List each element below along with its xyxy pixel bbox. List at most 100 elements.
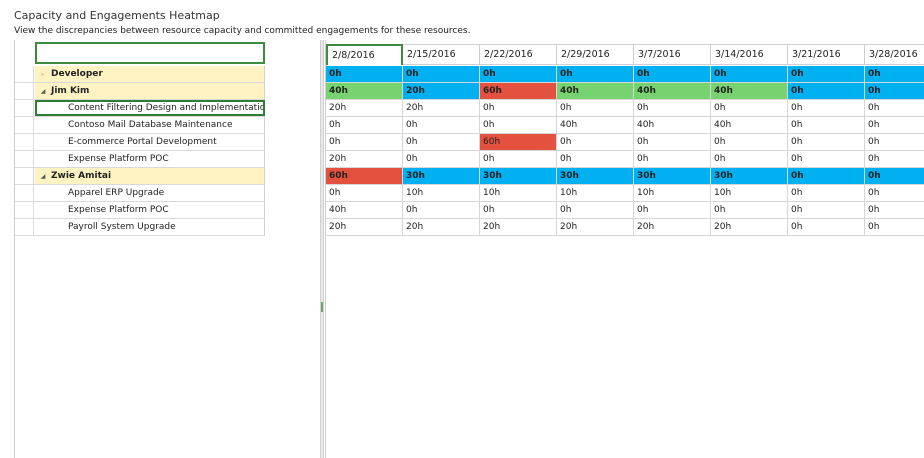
heatmap-cell[interactable]: 0h (557, 151, 634, 168)
heatmap-cell[interactable]: 0h (634, 66, 711, 83)
heatmap-cell[interactable]: 10h (480, 185, 557, 202)
heatmap-cell[interactable]: 30h (480, 168, 557, 185)
heatmap-cell[interactable]: 0h (865, 66, 924, 83)
row-selector[interactable] (15, 185, 34, 201)
heatmap-cell[interactable]: 20h (403, 100, 480, 117)
date-column-header[interactable]: 3/7/2016 (634, 44, 711, 65)
tree-group-row[interactable]: ◢ Zwie Amitai (15, 168, 265, 185)
splitter-grip-icon[interactable] (321, 302, 323, 312)
tree-item-row[interactable]: Payroll System Upgrade (15, 219, 265, 236)
heatmap-cell[interactable]: 0h (711, 202, 788, 219)
heatmap-cell[interactable]: 40h (711, 117, 788, 134)
heatmap-cell[interactable]: 0h (326, 134, 403, 151)
heatmap-cell[interactable]: 0h (788, 168, 865, 185)
row-selector[interactable] (15, 83, 34, 99)
heatmap-cell[interactable]: 0h (865, 83, 924, 100)
panel-splitter[interactable] (320, 40, 324, 458)
heatmap-cell[interactable]: 40h (326, 83, 403, 100)
heatmap-cell[interactable]: 30h (403, 168, 480, 185)
tree-item-row[interactable]: Content Filtering Design and Implementat… (15, 100, 265, 117)
heatmap-cell[interactable]: 0h (634, 100, 711, 117)
heatmap-cell[interactable]: 0h (865, 219, 924, 236)
tree-group-row[interactable]: ◢ Jim Kim (15, 83, 265, 100)
heatmap-cell[interactable]: 0h (326, 185, 403, 202)
heatmap-cell[interactable]: 40h (634, 83, 711, 100)
heatmap-cell[interactable]: 20h (480, 219, 557, 236)
heatmap-cell[interactable]: 60h (326, 168, 403, 185)
heatmap-cell[interactable]: 30h (711, 168, 788, 185)
heatmap-cell[interactable]: 20h (326, 151, 403, 168)
heatmap-cell[interactable]: 0h (480, 100, 557, 117)
heatmap-cell[interactable]: 0h (788, 83, 865, 100)
tree-group-row[interactable]: ▸ Developer (15, 66, 265, 83)
tree-cell[interactable]: Payroll System Upgrade (35, 219, 265, 235)
row-selector[interactable] (15, 202, 34, 218)
heatmap-cell[interactable]: 10h (711, 185, 788, 202)
row-selector[interactable] (15, 219, 34, 235)
date-column-header[interactable]: 3/14/2016 (711, 44, 788, 65)
collapse-icon[interactable]: ◢ (40, 88, 46, 95)
heatmap-cell[interactable]: 0h (557, 134, 634, 151)
heatmap-cell[interactable]: 20h (326, 219, 403, 236)
date-column-header[interactable]: 2/22/2016 (480, 44, 557, 65)
row-selector[interactable] (15, 117, 34, 133)
tree-header-filter-cell[interactable] (35, 42, 265, 66)
tree-filter-input[interactable] (37, 48, 263, 66)
heatmap-cell[interactable]: 20h (557, 219, 634, 236)
heatmap-cell[interactable]: 0h (480, 66, 557, 83)
heatmap-cell[interactable]: 0h (634, 134, 711, 151)
tree-item-row[interactable]: Contoso Mail Database Maintenance (15, 117, 265, 134)
tree-cell[interactable]: ◢ Zwie Amitai (35, 168, 265, 184)
row-selector[interactable] (15, 100, 34, 116)
heatmap-cell[interactable]: 0h (788, 151, 865, 168)
heatmap-cell[interactable]: 0h (788, 100, 865, 117)
expand-icon[interactable]: ▸ (41, 71, 45, 78)
heatmap-cell[interactable]: 0h (865, 168, 924, 185)
tree-cell[interactable]: ▸ Developer (35, 66, 265, 82)
heatmap-cell[interactable]: 0h (865, 185, 924, 202)
heatmap-cell[interactable]: 0h (865, 134, 924, 151)
heatmap-cell[interactable]: 0h (865, 117, 924, 134)
heatmap-cell[interactable]: 0h (480, 151, 557, 168)
heatmap-cell[interactable]: 0h (557, 100, 634, 117)
heatmap-cell[interactable]: 40h (326, 202, 403, 219)
row-selector[interactable] (15, 66, 34, 82)
heatmap-cell[interactable]: 10h (557, 185, 634, 202)
tree-cell[interactable]: Expense Platform POC (35, 151, 265, 167)
date-column-header[interactable]: 2/15/2016 (403, 44, 480, 65)
heatmap-cell[interactable]: 40h (557, 117, 634, 134)
tree-item-row[interactable]: E-commerce Portal Development (15, 134, 265, 151)
heatmap-cell[interactable]: 0h (480, 202, 557, 219)
tree-item-row[interactable]: Expense Platform POC (15, 151, 265, 168)
heatmap-cell[interactable]: 0h (865, 151, 924, 168)
heatmap-cell[interactable]: 20h (711, 219, 788, 236)
heatmap-cell[interactable]: 0h (788, 219, 865, 236)
tree-cell[interactable]: Contoso Mail Database Maintenance (35, 117, 265, 133)
heatmap-cell[interactable]: 0h (865, 100, 924, 117)
heatmap-cell[interactable]: 0h (788, 134, 865, 151)
heatmap-cell[interactable]: 10h (634, 185, 711, 202)
heatmap-cell[interactable]: 0h (711, 66, 788, 83)
heatmap-cell[interactable]: 0h (865, 202, 924, 219)
tree-cell[interactable]: ◢ Jim Kim (35, 83, 265, 99)
heatmap-cell[interactable]: 0h (634, 202, 711, 219)
heatmap-cell[interactable]: 10h (403, 185, 480, 202)
heatmap-cell[interactable]: 60h (480, 83, 557, 100)
tree-item-row[interactable]: Expense Platform POC (15, 202, 265, 219)
heatmap-cell[interactable]: 0h (711, 100, 788, 117)
date-column-header[interactable]: 2/8/2016 (326, 44, 403, 65)
heatmap-cell[interactable]: 20h (403, 219, 480, 236)
heatmap-cell[interactable]: 0h (788, 117, 865, 134)
heatmap-cell[interactable]: 40h (711, 83, 788, 100)
heatmap-cell[interactable]: 0h (711, 134, 788, 151)
heatmap-cell[interactable]: 40h (634, 117, 711, 134)
heatmap-cell[interactable]: 0h (403, 151, 480, 168)
heatmap-cell[interactable]: 20h (403, 83, 480, 100)
date-column-header[interactable]: 2/29/2016 (557, 44, 634, 65)
heatmap-cell[interactable]: 30h (634, 168, 711, 185)
tree-cell[interactable]: Content Filtering Design and Implementat… (35, 100, 265, 116)
heatmap-cell[interactable]: 40h (557, 83, 634, 100)
row-selector[interactable] (15, 168, 34, 184)
heatmap-cell[interactable]: 0h (557, 202, 634, 219)
heatmap-cell[interactable]: 0h (788, 185, 865, 202)
